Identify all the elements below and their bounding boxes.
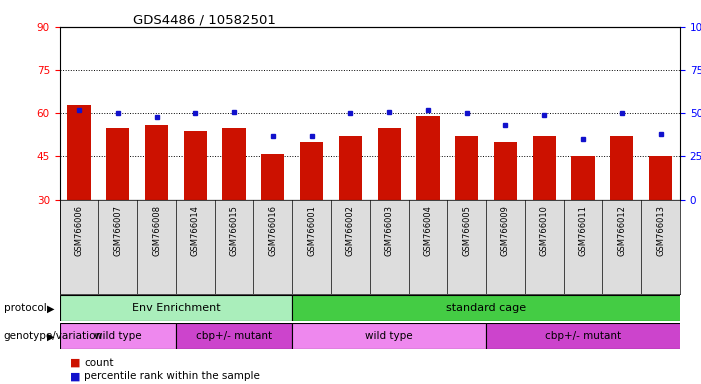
Text: wild type: wild type <box>365 331 413 341</box>
Text: cbp+/- mutant: cbp+/- mutant <box>196 331 272 341</box>
Text: cbp+/- mutant: cbp+/- mutant <box>545 331 621 341</box>
Text: GSM766016: GSM766016 <box>268 205 278 256</box>
Text: ■: ■ <box>70 371 81 381</box>
Text: GSM766002: GSM766002 <box>346 205 355 256</box>
Bar <box>378 127 401 200</box>
Text: GDS4486 / 10582501: GDS4486 / 10582501 <box>133 13 276 26</box>
Bar <box>416 116 440 200</box>
Text: GSM766003: GSM766003 <box>385 205 394 256</box>
Bar <box>176 323 292 349</box>
Text: ▶: ▶ <box>47 331 54 341</box>
Bar <box>300 142 323 200</box>
Text: ■: ■ <box>70 358 81 368</box>
Bar <box>184 131 207 200</box>
Bar <box>67 104 90 200</box>
Bar <box>292 323 486 349</box>
Text: GSM766014: GSM766014 <box>191 205 200 256</box>
Text: GSM766010: GSM766010 <box>540 205 549 256</box>
Bar <box>494 142 517 200</box>
Bar <box>222 127 245 200</box>
Text: GSM766004: GSM766004 <box>423 205 433 256</box>
Text: GSM766012: GSM766012 <box>618 205 626 256</box>
Text: count: count <box>84 358 114 368</box>
Text: GSM766005: GSM766005 <box>462 205 471 256</box>
Text: ▶: ▶ <box>47 303 54 313</box>
Text: genotype/variation: genotype/variation <box>4 331 102 341</box>
Bar <box>292 295 700 321</box>
Bar <box>610 136 634 200</box>
Text: GSM766001: GSM766001 <box>307 205 316 256</box>
Text: wild type: wild type <box>94 331 142 341</box>
Text: GSM766009: GSM766009 <box>501 205 510 256</box>
Bar <box>455 136 478 200</box>
Text: standard cage: standard cage <box>446 303 526 313</box>
Bar <box>261 154 285 200</box>
Text: percentile rank within the sample: percentile rank within the sample <box>84 371 260 381</box>
Bar <box>486 323 700 349</box>
Bar <box>533 136 556 200</box>
Bar <box>60 323 176 349</box>
Bar <box>649 157 672 200</box>
Bar <box>145 125 168 200</box>
Text: GSM766015: GSM766015 <box>229 205 238 256</box>
Bar <box>571 157 594 200</box>
Text: GSM766008: GSM766008 <box>152 205 161 256</box>
Text: GSM766006: GSM766006 <box>74 205 83 256</box>
Text: protocol: protocol <box>4 303 46 313</box>
Bar <box>60 295 292 321</box>
Text: GSM766007: GSM766007 <box>114 205 122 256</box>
Text: GSM766011: GSM766011 <box>578 205 587 256</box>
Text: GSM766013: GSM766013 <box>656 205 665 256</box>
Bar <box>339 136 362 200</box>
Bar <box>106 127 130 200</box>
Text: Env Enrichment: Env Enrichment <box>132 303 220 313</box>
